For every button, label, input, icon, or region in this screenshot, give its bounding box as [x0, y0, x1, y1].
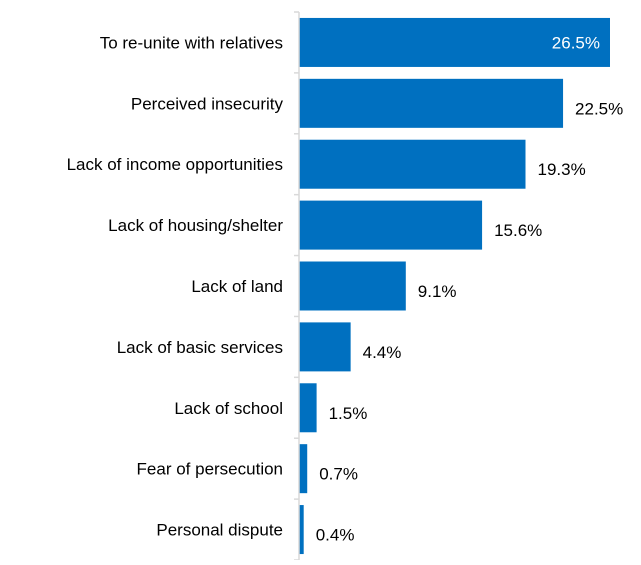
data-label-to-re-unite-with-relatives: 26.5%	[552, 33, 600, 52]
bar-fear-of-persecution	[299, 444, 308, 494]
category-label-fear-of-persecution: Fear of persecution	[137, 460, 283, 479]
data-label-personal-dispute: 0.4%	[316, 526, 355, 545]
bar-to-re-unite-with-relatives	[299, 17, 610, 67]
bar-lack-of-income-opportunities	[299, 139, 526, 189]
bar-personal-dispute	[299, 505, 304, 555]
bars-layer	[299, 17, 610, 555]
category-label-lack-of-basic-services: Lack of basic services	[117, 338, 283, 357]
bar-lack-of-school	[299, 383, 317, 433]
category-label-lack-of-income-opportunities: Lack of income opportunities	[67, 155, 283, 174]
category-label-perceived-insecurity: Perceived insecurity	[131, 94, 284, 113]
data-label-fear-of-persecution: 0.7%	[319, 465, 358, 484]
bar-lack-of-housing-shelter	[299, 200, 483, 250]
data-label-lack-of-basic-services: 4.4%	[363, 343, 402, 362]
category-label-lack-of-school: Lack of school	[174, 399, 283, 418]
bar-lack-of-basic-services	[299, 322, 351, 372]
data-label-lack-of-housing-shelter: 15.6%	[494, 221, 542, 240]
category-label-lack-of-land: Lack of land	[191, 277, 283, 296]
data-label-perceived-insecurity: 22.5%	[575, 99, 623, 118]
bar-lack-of-land	[299, 261, 406, 311]
data-label-lack-of-income-opportunities: 19.3%	[538, 160, 586, 179]
labels-layer: To re-unite with relatives 26.5% Perceived…	[67, 33, 624, 544]
category-axis	[294, 11, 300, 561]
bar-perceived-insecurity	[299, 78, 564, 128]
category-label-personal-dispute: Personal dispute	[156, 521, 283, 540]
data-label-lack-of-school: 1.5%	[329, 404, 368, 423]
category-label-to-re-unite-with-relatives: To re-unite with relatives	[100, 33, 283, 52]
data-label-lack-of-land: 9.1%	[418, 282, 457, 301]
category-label-lack-of-housing-shelter: Lack of housing/shelter	[108, 216, 283, 235]
